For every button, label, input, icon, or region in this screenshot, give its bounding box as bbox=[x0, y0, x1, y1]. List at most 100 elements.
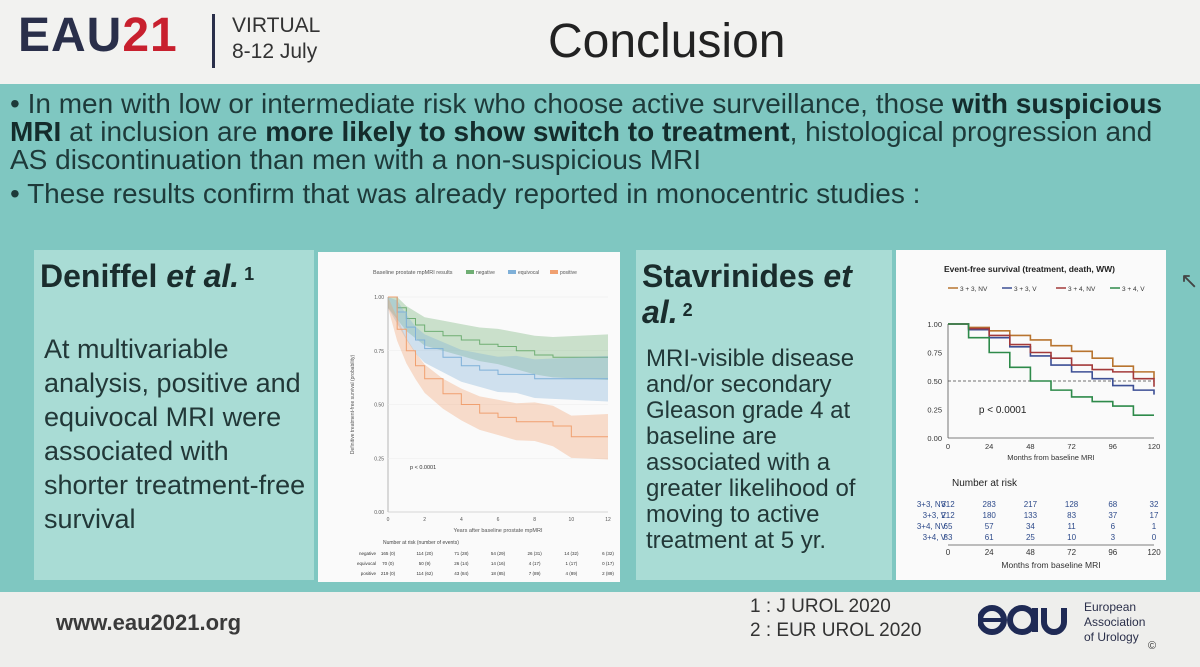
chart2-risk-cell: 17 bbox=[1150, 511, 1159, 520]
deniffel-title: Deniffel et al. 1 bbox=[40, 258, 254, 294]
chart1-series-equivocal bbox=[388, 296, 608, 380]
logo-divider bbox=[212, 14, 215, 68]
chart1-x-tick: 2 bbox=[423, 517, 426, 523]
chart1-x-tick: 12 bbox=[605, 517, 611, 523]
deniffel-body: At multivariable analysis, positive and … bbox=[44, 334, 306, 534]
chart2-risk-cell: 180 bbox=[983, 511, 997, 520]
chart2-y-tick: 1.00 bbox=[927, 320, 942, 329]
chart1-y-tick: 0.50 bbox=[374, 403, 384, 409]
chart1-risk-cell: 18 (85) bbox=[491, 571, 506, 576]
slide-header: EAU21 VIRTUAL 8-12 July Conclusion bbox=[0, 0, 1200, 84]
eau-logo-icon bbox=[978, 605, 1067, 635]
chart1-p-value: p < 0.0001 bbox=[410, 465, 436, 471]
chart2-risk-x-tick: 96 bbox=[1108, 548, 1117, 557]
chart1-risk-cell: 26 (31) bbox=[528, 551, 543, 556]
chart2-risk-cell: 283 bbox=[983, 500, 997, 509]
bullet-list: • In men with low or intermediate risk w… bbox=[10, 90, 1180, 214]
chart2-risk-cell: 10 bbox=[1067, 533, 1076, 542]
eau-name-line1: European bbox=[1084, 600, 1137, 614]
chart1-risk-cell: 43 (84) bbox=[454, 571, 469, 576]
chart2-risk-cell: 37 bbox=[1108, 511, 1117, 520]
bullet-1-bold-a: with suspicious MRI bbox=[10, 88, 1163, 147]
chart2-title: Event-free survival (treatment, death, W… bbox=[944, 264, 1115, 274]
chart2-risk-cell: 133 bbox=[1024, 511, 1038, 520]
chart1-legend-label: positive bbox=[560, 270, 577, 276]
chart1-y-tick: 0.00 bbox=[374, 510, 384, 516]
chart2-risk-cell: 217 bbox=[1024, 500, 1038, 509]
chart2-risk-cell: 212 bbox=[941, 511, 955, 520]
chart2-legend-label: 3 + 4, V bbox=[1122, 286, 1145, 293]
chart1-risk-cell: 54 (29) bbox=[491, 551, 506, 556]
mouse-cursor-icon: ↖ bbox=[1180, 268, 1199, 293]
chart2-y-tick: 0.50 bbox=[927, 377, 942, 386]
chart1-ci-band-negative bbox=[388, 297, 608, 380]
chart1-risk-cell: 6 (32) bbox=[602, 551, 614, 556]
reference-2: 2 : EUR UROL 2020 bbox=[750, 620, 922, 641]
chart2-risk-cell: 128 bbox=[1065, 500, 1079, 509]
chart2-series-3-3-NV bbox=[948, 323, 1155, 379]
bullet-2-text: These results confirm that was already r… bbox=[27, 178, 921, 209]
chart2-x-label: Months from baseline MRI bbox=[1007, 453, 1095, 462]
chart1-legend-label: equivocal bbox=[518, 270, 539, 276]
chart2-p-value: p < 0.0001 bbox=[979, 405, 1027, 416]
slide-title: Conclusion bbox=[548, 15, 786, 68]
bullet-1-text-c: , histological progression and AS discon… bbox=[10, 116, 1153, 175]
reference-1: 1 : J UROL 2020 bbox=[750, 596, 891, 617]
stavrinides-body: MRI-visible disease and/or secondary Gle… bbox=[646, 345, 856, 554]
chart2-risk-cell: 83 bbox=[944, 533, 953, 542]
deniffel-card: Deniffel et al. 1 At multivariable analy… bbox=[34, 250, 314, 580]
chart2-series-3-4-V bbox=[948, 323, 1154, 416]
stavrinides-card: Stavrinides et al. 2 MRI-visible disease… bbox=[636, 250, 892, 580]
stavrinides-author: Stavrinides bbox=[642, 258, 824, 294]
footer-url: www.eau2021.org bbox=[56, 610, 242, 635]
eau21-logo: EAU21 bbox=[18, 8, 178, 63]
chart2-risk-x-tick: 120 bbox=[1147, 548, 1161, 557]
deniffel-author: Deniffel bbox=[40, 258, 167, 294]
chart2-y-tick: 0.00 bbox=[927, 434, 942, 443]
deniffel-km-chart: Baseline prostate mpMRI results negative e… bbox=[318, 252, 620, 582]
chart2-risk-cell: 65 bbox=[944, 522, 953, 531]
chart2-risk-cell: 1 bbox=[1152, 522, 1157, 531]
chart2-risk-cell: 68 bbox=[1108, 500, 1117, 509]
bullet-1-text-b: at inclusion are bbox=[61, 116, 266, 147]
chart1-series-positive bbox=[388, 296, 608, 438]
chart1-risk-cell: 14 (16) bbox=[491, 561, 506, 566]
chart1-legend-label: negative bbox=[476, 270, 495, 276]
chart2-series-3-4-NV bbox=[948, 323, 1155, 387]
chart1-y-tick: 1.00 bbox=[374, 295, 384, 301]
chart1-risk-row-label: positive bbox=[361, 571, 377, 576]
chart1-x-tick: 4 bbox=[460, 517, 463, 523]
chart1-risk-cell: 26 (14) bbox=[454, 561, 469, 566]
chart1-legend-swatch bbox=[466, 270, 474, 274]
chart1-legend-title: Baseline prostate mpMRI results bbox=[373, 270, 453, 276]
deniffel-ref-sup: 1 bbox=[239, 264, 255, 284]
chart2-risk-cell: 6 bbox=[1111, 522, 1116, 531]
chart1-ci-band-positive bbox=[388, 297, 608, 460]
stavrinides-km-chart: Event-free survival (treatment, death, W… bbox=[896, 250, 1166, 580]
chart2-risk-x-tick: 0 bbox=[946, 548, 951, 557]
chart2-risk-x-tick: 72 bbox=[1067, 548, 1076, 557]
chart1-legend-swatch bbox=[508, 270, 516, 274]
chart2-y-tick: 0.75 bbox=[927, 349, 942, 358]
chart2-risk-cell: 57 bbox=[985, 522, 994, 531]
chart1-risk-cell: 114 (20) bbox=[416, 551, 433, 556]
stavrinides-etal: et al. bbox=[642, 258, 852, 330]
bullet-1-text-a: In men with low or intermediate risk who… bbox=[27, 88, 953, 119]
chart1-risk-cell: 50 (9) bbox=[419, 561, 431, 566]
chart1-x-tick: 10 bbox=[569, 517, 575, 523]
chart2-risk-cell: 11 bbox=[1067, 522, 1076, 531]
logo-dates-label: 8-12 July bbox=[232, 40, 318, 63]
chart2-risk-cell: 32 bbox=[1150, 500, 1159, 509]
chart1-x-tick: 8 bbox=[533, 517, 536, 523]
chart2-risk-x-tick: 48 bbox=[1026, 548, 1035, 557]
chart1-risk-cell: 71 (28) bbox=[454, 551, 469, 556]
deniffel-etal: et al. bbox=[166, 258, 240, 294]
logo-virtual-label: VIRTUAL bbox=[232, 14, 321, 37]
chart2-risk-title: Number at risk bbox=[952, 478, 1018, 489]
chart2-risk-cell: 0 bbox=[1152, 533, 1157, 542]
chart1-y-label: Definitive treatment-free survival (prob… bbox=[350, 355, 356, 455]
chart2-risk-cell: 312 bbox=[941, 500, 955, 509]
chart1-risk-cell: 1 (17) bbox=[565, 561, 577, 566]
chart2-risk-x-label: Months from baseline MRI bbox=[1001, 560, 1100, 570]
